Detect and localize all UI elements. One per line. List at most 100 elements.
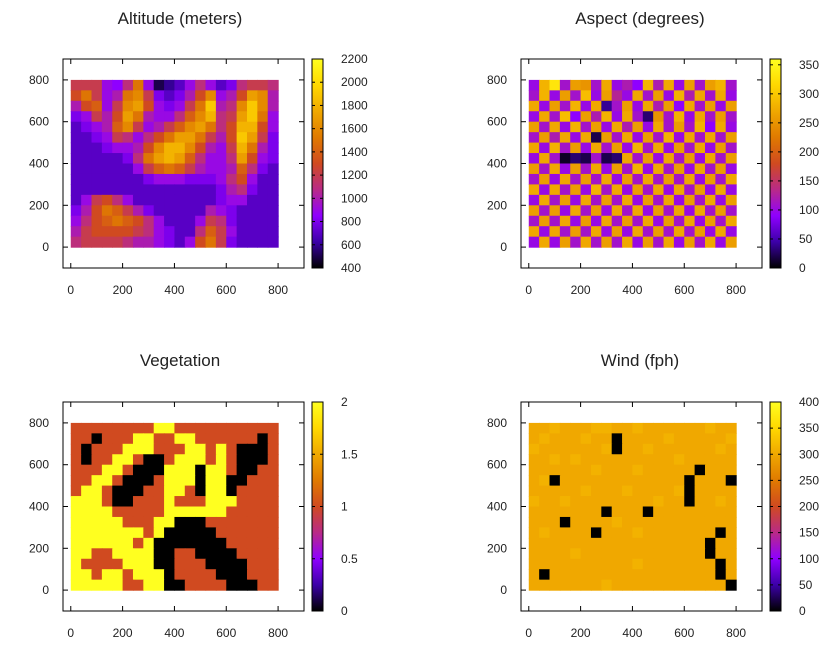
heatmap-cell [694, 454, 706, 466]
heatmap-cell [215, 496, 227, 508]
heatmap-cell [559, 485, 571, 497]
heatmap-cell [590, 205, 602, 217]
heatmap-cell [143, 121, 155, 133]
heatmap-cell [101, 111, 113, 123]
heatmap-cell [246, 464, 258, 476]
heatmap-cell [694, 506, 706, 518]
heatmap-cell [580, 163, 592, 175]
heatmap-cell [164, 194, 176, 206]
heatmap-cell [715, 226, 727, 238]
heatmap-cell [642, 464, 654, 476]
heatmap-cell [195, 132, 207, 144]
heatmap-cell [528, 558, 540, 570]
heatmap-cell [580, 422, 592, 434]
heatmap-cell [226, 464, 238, 476]
heatmap-cell [81, 121, 93, 133]
heatmap-cell [570, 236, 582, 248]
heatmap-cell [725, 579, 737, 591]
heatmap-cell [215, 475, 227, 487]
heatmap-cell [528, 205, 540, 217]
heatmap-cell [715, 173, 727, 185]
heatmap-cell [601, 548, 613, 560]
y-tick-label: 600 [29, 115, 49, 129]
heatmap-cell [611, 215, 623, 227]
heatmap-cell [132, 226, 144, 238]
heatmap-cell [694, 184, 706, 196]
heatmap-cell [164, 236, 176, 248]
heatmap-cell [153, 132, 165, 144]
heatmap-cell [101, 226, 113, 238]
heatmap-cell [112, 548, 124, 560]
heatmap-cell [164, 443, 176, 455]
heatmap-cell [132, 184, 144, 196]
colorbar-tick-label: 300 [799, 87, 819, 101]
heatmap-cell [164, 142, 176, 154]
heatmap-cell [246, 506, 258, 518]
heatmap-cell [590, 226, 602, 238]
heatmap-cell [725, 496, 737, 508]
heatmap-cells [528, 422, 737, 591]
heatmap-cell [184, 579, 196, 591]
heatmap-cell [246, 558, 258, 570]
heatmap-cell [725, 485, 737, 497]
heatmap-cell [694, 90, 706, 102]
heatmap-cell [101, 132, 113, 144]
heatmap-cell [70, 79, 82, 91]
heatmap-cell [590, 163, 602, 175]
heatmap-cell [528, 422, 540, 434]
heatmap-cell [143, 464, 155, 476]
heatmap-cell [226, 184, 238, 196]
heatmap-cell [101, 163, 113, 175]
heatmap-cell [153, 215, 165, 227]
heatmap-cell [642, 506, 654, 518]
heatmap-cell [611, 569, 623, 581]
heatmap-cell [601, 454, 613, 466]
heatmap-cell [267, 537, 279, 549]
heatmap-cell [267, 184, 279, 196]
heatmap-cell [246, 205, 258, 217]
heatmap-cell [143, 142, 155, 154]
heatmap-cell [122, 90, 134, 102]
heatmap-cell [246, 173, 258, 185]
y-tick-label: 200 [29, 198, 49, 212]
x-tick-label: 200 [113, 626, 133, 640]
heatmap-cell [143, 496, 155, 508]
heatmap-cell [122, 579, 134, 591]
heatmap-cell [528, 506, 540, 518]
y-tick-label: 0 [42, 240, 49, 254]
heatmap-cell [663, 236, 675, 248]
heatmap-cell [246, 569, 258, 581]
heatmap-cell [153, 485, 165, 497]
heatmap-cell [611, 506, 623, 518]
heatmap-cell [70, 236, 82, 248]
heatmap-cell [539, 153, 551, 165]
heatmap-cell [725, 173, 737, 185]
heatmap-cell [601, 443, 613, 455]
heatmap-cell [632, 506, 644, 518]
heatmap-cell [81, 215, 93, 227]
heatmap-cell [246, 537, 258, 549]
heatmap-cell [70, 569, 82, 581]
heatmap-cell [684, 236, 696, 248]
heatmap-cell [267, 111, 279, 123]
heatmap-cell [601, 90, 613, 102]
heatmap-cell [153, 537, 165, 549]
heatmap-cell [246, 579, 258, 591]
heatmap-cell [174, 100, 186, 112]
heatmap-cell [694, 548, 706, 560]
heatmap-cell [70, 443, 82, 455]
heatmap-cell [539, 496, 551, 508]
heatmap-cell [91, 215, 103, 227]
heatmap-cell [184, 475, 196, 487]
heatmap-cell [632, 205, 644, 217]
heatmap-cell [611, 90, 623, 102]
heatmap-cell [663, 142, 675, 154]
heatmap-cell [143, 184, 155, 196]
heatmap-cell [590, 506, 602, 518]
heatmap-cell [642, 496, 654, 508]
heatmap-cell [704, 194, 716, 206]
x-tick-label: 600 [674, 283, 694, 297]
heatmap-cell [91, 475, 103, 487]
heatmap-cell [81, 90, 93, 102]
heatmap-cell [559, 433, 571, 445]
